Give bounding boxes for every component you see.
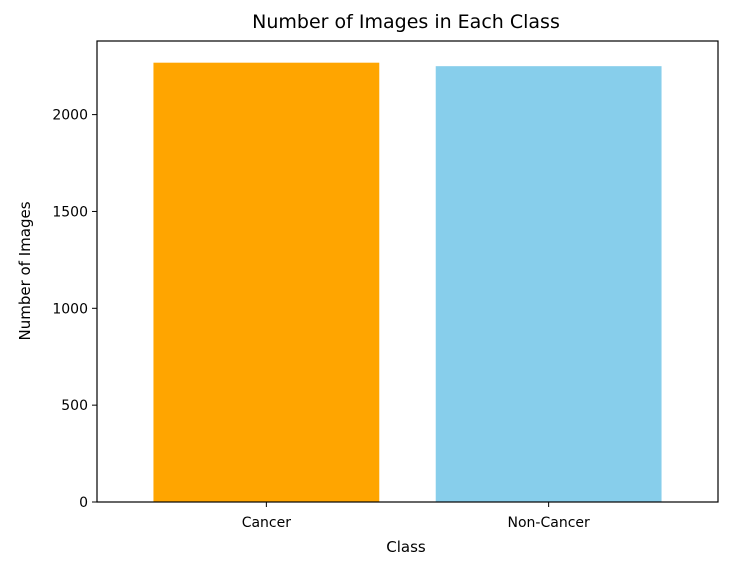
- chart-title: Number of Images in Each Class: [252, 11, 560, 33]
- x-axis-label: Class: [386, 538, 426, 556]
- bar-non-cancer: [435, 66, 662, 503]
- y-tick-label: 1000: [52, 301, 88, 317]
- plot-frame: [96, 40, 719, 503]
- y-tick-label: 0: [79, 495, 88, 511]
- bars-group: [153, 62, 662, 503]
- y-tick-label: 2000: [52, 108, 88, 124]
- bar-cancer: [153, 62, 380, 502]
- y-tick-label: 1500: [52, 204, 88, 220]
- y-axis-label: Number of Images: [16, 201, 34, 340]
- y-tick-label: 500: [61, 398, 88, 414]
- x-axis-ticks: Cancer Non-Cancer: [242, 502, 590, 531]
- x-tick-label: Cancer: [242, 515, 292, 531]
- x-tick-label: Non-Cancer: [508, 515, 591, 531]
- y-axis-ticks: 0 500 1000 1500 2000: [52, 108, 97, 511]
